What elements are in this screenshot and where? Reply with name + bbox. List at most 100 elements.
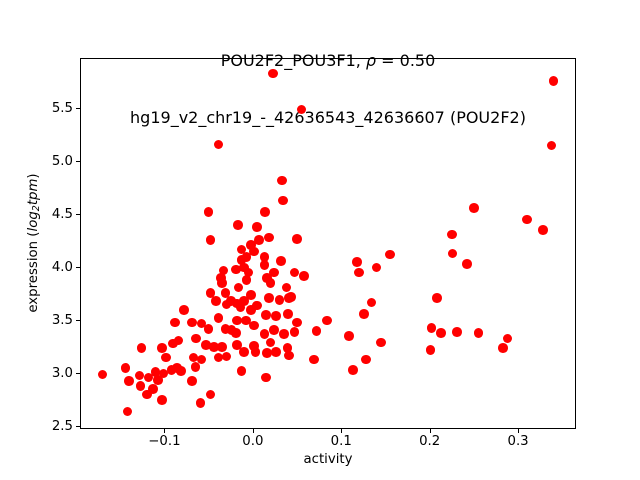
y-tick-mark	[76, 161, 80, 163]
data-point	[261, 372, 271, 383]
x-tick-label: 0.1	[330, 434, 352, 449]
data-point	[269, 325, 279, 335]
data-point	[447, 248, 458, 259]
data-point	[158, 368, 169, 379]
x-tick-mark	[518, 429, 520, 433]
data-point	[209, 342, 219, 352]
data-point	[233, 220, 243, 230]
y-tick-label: 3.5	[51, 312, 73, 328]
data-point	[239, 262, 249, 273]
data-point	[265, 337, 276, 348]
data-point	[263, 232, 274, 243]
data-point	[217, 342, 227, 352]
data-point	[284, 293, 294, 303]
data-point	[217, 278, 227, 289]
data-point	[136, 343, 147, 353]
data-point	[243, 267, 254, 278]
y-tick-mark	[76, 320, 80, 322]
y-tick-mark	[76, 108, 80, 110]
data-point	[218, 265, 229, 276]
data-point	[205, 389, 216, 400]
data-point	[268, 68, 278, 79]
data-point	[271, 347, 281, 357]
data-point	[246, 290, 256, 300]
data-point	[241, 251, 252, 262]
data-point	[259, 260, 270, 271]
data-point	[436, 328, 446, 338]
data-point	[371, 262, 382, 273]
y-tick-label: 3.0	[51, 365, 73, 381]
data-point	[124, 375, 134, 386]
data-point	[236, 255, 247, 265]
x-tick-label: 0.3	[507, 434, 529, 449]
y-tick-label: 4.5	[51, 206, 73, 222]
data-point	[232, 315, 242, 326]
data-point	[213, 352, 224, 363]
data-point	[196, 318, 207, 329]
data-point	[150, 367, 161, 378]
data-point	[122, 406, 133, 417]
data-point	[252, 222, 263, 232]
data-point	[376, 337, 386, 348]
x-tick-label: −0.1	[148, 434, 181, 449]
chart-title-line2: hg19_v2_chr19_-_42636543_42636607 (POU2F…	[130, 108, 526, 127]
y-axis-label-tpm: tpm	[26, 178, 41, 206]
data-point	[276, 256, 286, 266]
data-point	[284, 350, 294, 361]
data-point	[311, 326, 322, 336]
data-point	[203, 324, 214, 334]
data-point	[190, 362, 201, 372]
x-tick-mark	[164, 429, 166, 433]
y-tick-label: 5.0	[51, 153, 73, 169]
y-tick-mark	[76, 214, 80, 216]
data-point	[522, 214, 532, 225]
data-point	[188, 352, 199, 363]
chart-title-line1: POU2F2_POU3F1, ρ = 0.50	[8, 51, 640, 70]
x-tick-label: 0.0	[242, 434, 264, 449]
data-point	[254, 234, 264, 245]
data-point	[261, 310, 271, 320]
y-tick-label: 4.0	[51, 259, 73, 275]
data-point	[259, 251, 270, 262]
y-tick-mark	[76, 426, 80, 428]
data-point	[538, 225, 548, 236]
x-axis-label: activity	[303, 452, 353, 467]
data-point	[239, 296, 249, 307]
data-point	[168, 338, 179, 349]
data-point	[170, 317, 180, 328]
data-point	[354, 267, 364, 278]
title-rho-value: = 0.50	[376, 51, 436, 70]
data-point	[462, 259, 472, 269]
data-point	[203, 207, 214, 218]
data-point	[296, 104, 307, 115]
x-tick-label: 0.2	[419, 434, 441, 449]
data-point	[347, 365, 358, 375]
data-point	[156, 343, 167, 353]
data-point	[452, 327, 462, 337]
data-point	[179, 304, 189, 315]
data-point	[426, 322, 437, 333]
data-point	[498, 343, 508, 353]
data-point	[278, 329, 289, 339]
data-point	[120, 363, 131, 373]
data-point	[250, 347, 261, 357]
data-point	[352, 257, 362, 267]
data-point	[196, 354, 207, 365]
data-point	[220, 287, 231, 298]
data-point	[283, 309, 293, 319]
data-point	[235, 302, 246, 313]
data-point	[236, 366, 247, 377]
data-point	[469, 203, 479, 213]
chart-title: POU2F2_POU3F1, ρ = 0.50 hg19_v2_chr19_-_…	[8, 13, 640, 165]
data-point	[233, 282, 244, 293]
data-point	[246, 240, 256, 250]
data-point	[359, 309, 370, 319]
data-point	[213, 139, 224, 150]
data-point	[135, 381, 146, 391]
data-point	[260, 207, 271, 218]
data-point	[231, 264, 241, 275]
data-point	[225, 296, 236, 307]
x-tick-mark	[429, 429, 431, 433]
data-point	[241, 275, 252, 285]
